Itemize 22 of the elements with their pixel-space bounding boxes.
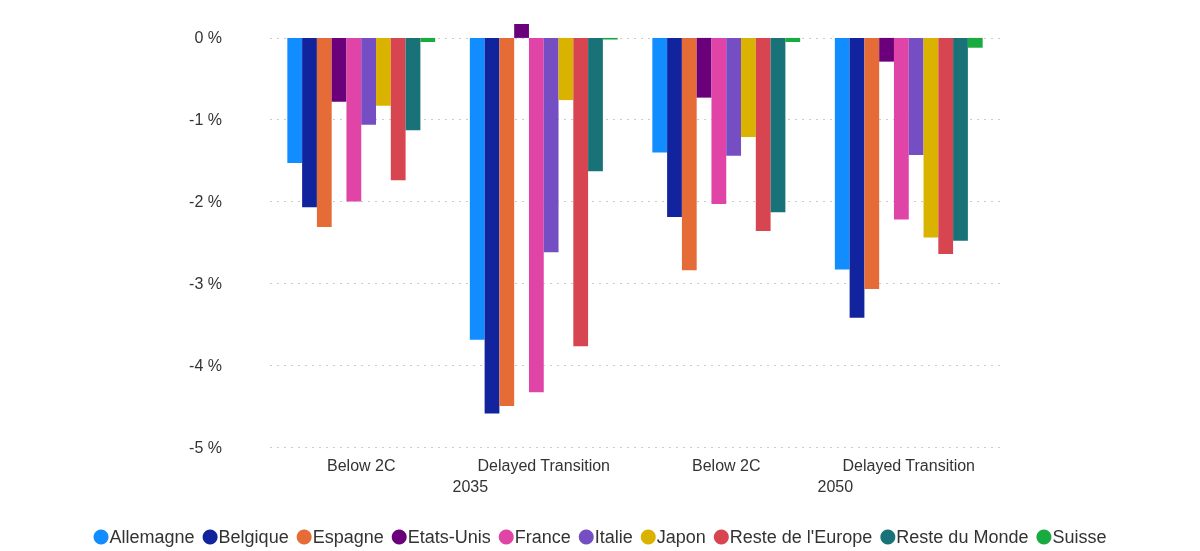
legend-label: Japon [656, 527, 706, 547]
x-tick-label: Below 2C [327, 456, 396, 474]
x-tick-label: Below 2C [692, 456, 761, 474]
x-tick-label: Delayed Transition [477, 456, 611, 474]
y-tick-label: -2 % [189, 193, 222, 211]
legend-label: Espagne [312, 527, 384, 547]
text: 2035 [452, 477, 489, 495]
text: 2050 [817, 477, 854, 495]
legend-label: Belgique [218, 527, 289, 547]
legend-label: Reste de l'Europe [729, 527, 873, 547]
y-tick-label: 0 % [194, 29, 222, 47]
legend-label: Reste du Monde [896, 527, 1029, 547]
legend-label: Allemagne [109, 527, 195, 547]
x-tick-label: Delayed Transition [842, 456, 976, 474]
y-tick-label: -3 % [189, 274, 222, 292]
y-tick-label: -1 % [189, 111, 222, 129]
y-tick-label: -4 % [189, 356, 222, 374]
legend-label: Etats-Unis [407, 527, 491, 547]
legend-label: Suisse [1052, 527, 1107, 547]
legend-label: France [514, 527, 571, 547]
legend-label: Italie [594, 527, 633, 547]
y-tick-label: -5 % [189, 438, 222, 456]
